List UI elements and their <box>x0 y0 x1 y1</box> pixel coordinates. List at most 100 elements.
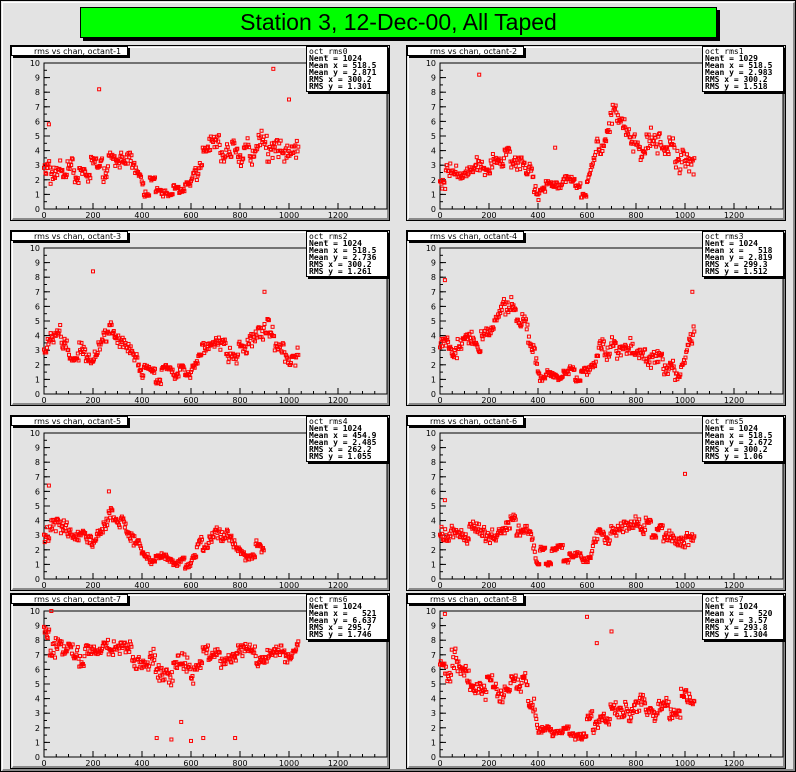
data-point <box>296 639 301 644</box>
data-point <box>182 189 187 194</box>
data-point <box>646 132 651 137</box>
data-point <box>82 654 87 659</box>
data-point <box>129 153 134 158</box>
data-point <box>295 345 300 350</box>
data-point <box>227 149 232 154</box>
data-point <box>261 548 266 553</box>
data-point <box>80 171 85 176</box>
data-point <box>530 702 535 707</box>
data-point <box>154 667 159 672</box>
data-point <box>296 144 301 149</box>
data-point <box>216 650 221 655</box>
data-point <box>660 523 665 528</box>
data-point <box>277 652 282 657</box>
data-point <box>692 329 697 334</box>
data-point <box>76 538 81 543</box>
data-point <box>521 161 526 166</box>
data-point <box>49 653 54 658</box>
data-point <box>262 321 267 326</box>
data-point <box>53 175 58 180</box>
data-point <box>57 328 62 333</box>
data-point <box>641 532 646 537</box>
data-point <box>463 532 468 537</box>
data-point <box>651 139 656 144</box>
data-point <box>47 165 52 170</box>
data-point <box>628 336 633 341</box>
data-point <box>640 154 645 159</box>
data-point <box>548 180 553 185</box>
data-point <box>473 163 478 168</box>
y-tick-label: 3 <box>35 161 40 170</box>
data-point <box>637 708 642 713</box>
y-tick-label: 7 <box>431 103 436 112</box>
data-point <box>607 538 612 543</box>
data-point <box>86 352 91 357</box>
data-point <box>235 354 240 359</box>
data-point <box>250 344 255 349</box>
stats-entries: Nent = 1024 <box>309 239 362 248</box>
y-tick-label: 3 <box>431 161 436 170</box>
data-point <box>648 365 653 370</box>
data-point <box>513 673 518 678</box>
data-point <box>72 168 77 173</box>
data-point <box>229 533 234 538</box>
data-point <box>579 737 584 742</box>
data-point <box>250 162 255 167</box>
data-point <box>491 326 496 331</box>
x-tick-label: 800 <box>628 211 643 220</box>
data-point <box>466 341 471 346</box>
data-point <box>532 543 537 548</box>
data-point <box>657 131 662 136</box>
data-point <box>632 522 637 527</box>
data-point <box>189 370 193 375</box>
data-point <box>458 671 463 676</box>
data-point <box>673 377 678 382</box>
data-point <box>459 528 464 533</box>
data-point <box>202 346 207 351</box>
y-tick-label: 3 <box>431 346 436 355</box>
stats-rms-x: RMS x = 262.2 <box>309 445 372 454</box>
data-point <box>47 524 52 529</box>
data-point <box>622 713 627 718</box>
data-point <box>505 300 510 305</box>
data-point <box>295 149 300 154</box>
data-point <box>524 327 529 332</box>
x-tick-label: 800 <box>232 581 247 590</box>
data-point <box>100 175 105 180</box>
data-point <box>52 641 57 646</box>
data-point <box>270 324 275 329</box>
data-point <box>240 654 245 659</box>
data-point <box>109 507 114 512</box>
data-point <box>443 343 448 348</box>
data-point <box>609 335 614 340</box>
data-point <box>275 148 280 153</box>
data-point <box>681 149 686 154</box>
data-point <box>137 541 142 546</box>
data-point <box>678 372 683 377</box>
data-point <box>189 558 194 563</box>
data-point <box>621 530 626 535</box>
data-point <box>130 655 135 660</box>
y-tick-label: 1 <box>35 738 40 747</box>
data-point <box>501 693 506 698</box>
data-point <box>132 160 137 165</box>
data-point <box>532 549 537 554</box>
data-point <box>159 665 164 670</box>
data-points <box>42 609 301 743</box>
y-tick-label: 3 <box>431 709 436 718</box>
data-point <box>633 514 638 519</box>
data-point <box>194 667 199 672</box>
y-tick-label: 4 <box>35 147 40 156</box>
data-point <box>590 549 595 554</box>
data-point <box>204 651 209 656</box>
data-point <box>156 663 161 668</box>
data-point <box>684 531 689 536</box>
data-point <box>136 362 141 367</box>
data-point <box>629 715 634 720</box>
stats-mean-y: Mean y = 2.672 <box>705 438 773 447</box>
data-point <box>106 331 111 336</box>
data-point <box>218 534 223 539</box>
data-point <box>229 154 234 159</box>
data-point <box>678 715 683 720</box>
x-tick-label: 1000 <box>279 211 299 220</box>
